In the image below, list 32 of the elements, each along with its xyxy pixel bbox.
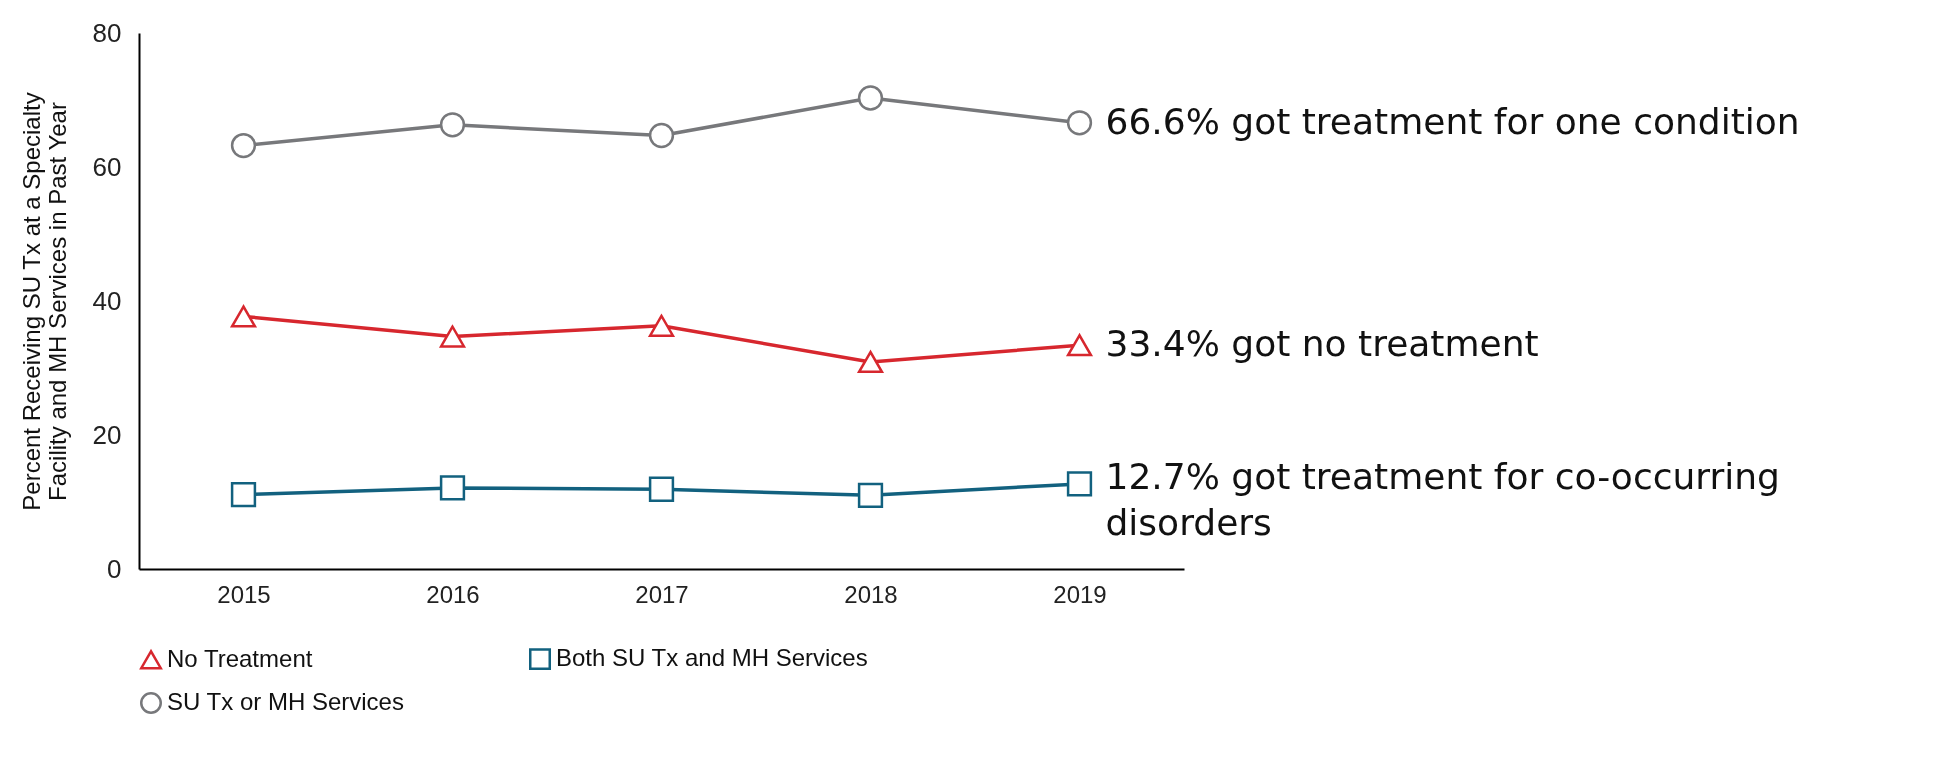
annotation: 33.4% got no treatment xyxy=(1105,323,1539,365)
point xyxy=(439,475,466,501)
x-tick-label: 2015 xyxy=(217,580,271,608)
y-tick-label: 20 xyxy=(92,419,122,450)
legend-label: SU Tx or MH Services xyxy=(167,688,404,715)
annotation: 66.6% got treatment for one condition xyxy=(1105,100,1800,142)
point xyxy=(857,85,884,111)
y-tick-label: 80 xyxy=(92,17,122,48)
point xyxy=(230,481,257,508)
point xyxy=(230,305,257,328)
point xyxy=(648,314,675,337)
y-tick-label: 40 xyxy=(92,285,122,316)
y-tick-label: 0 xyxy=(107,553,122,584)
annotation: 12.7% got treatment for co-occurring disorders xyxy=(1105,455,1780,543)
point xyxy=(1066,110,1093,136)
point xyxy=(648,122,675,149)
x-tick-label: 2019 xyxy=(1053,580,1107,608)
point xyxy=(857,350,884,374)
y-axis-title: Percent Receiving SU Tx at a Specialty Facility and MH Services in Past Year xyxy=(17,92,71,511)
point xyxy=(230,132,257,159)
y-tick-label: 60 xyxy=(92,151,122,182)
legend-label: No Treatment xyxy=(167,644,313,672)
x-tick-label: 2016 xyxy=(426,580,480,608)
point xyxy=(439,325,466,348)
point xyxy=(1066,334,1093,357)
legend-label: Both SU Tx and MH Services xyxy=(556,644,868,672)
point xyxy=(857,482,884,508)
x-tick-label: 2018 xyxy=(844,580,898,608)
point xyxy=(1066,471,1093,497)
point xyxy=(648,476,675,502)
point xyxy=(439,112,466,138)
x-tick-label: 2017 xyxy=(635,580,689,608)
